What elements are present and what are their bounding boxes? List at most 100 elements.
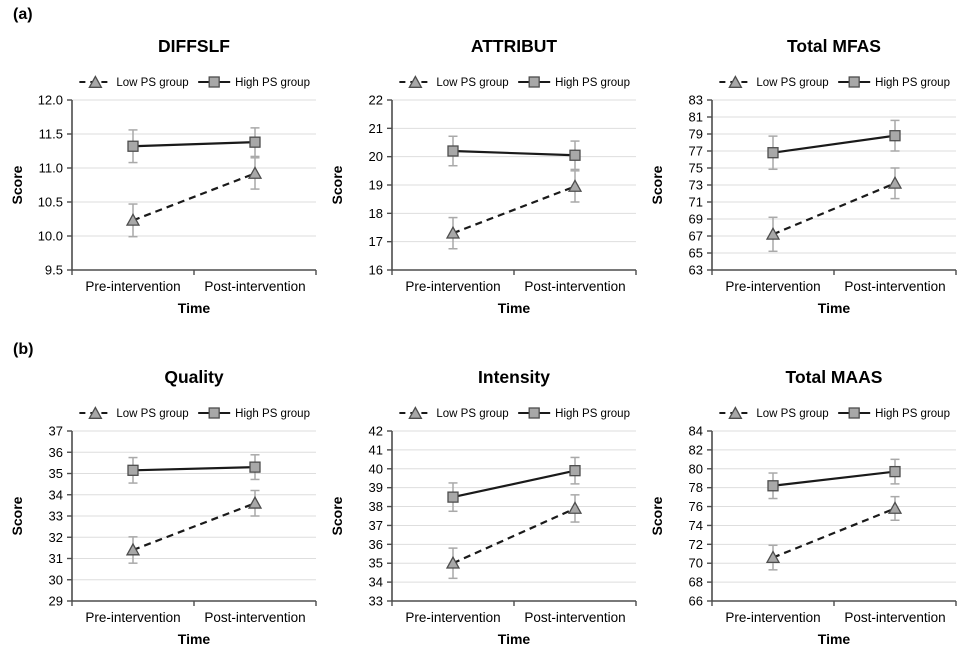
panel-row-b: (b) Quality Low PS group High PS group 29 30… <box>0 331 960 659</box>
chart-diffslf: DIFFSLF Low PS group High PS group 9.5 10.0 1… <box>0 0 320 330</box>
x-axis-title: Time <box>498 300 531 316</box>
y-tick-label: 30 <box>49 572 63 587</box>
chart-total-maas: Total MAAS Low PS group High PS group 66 68 7… <box>640 331 960 659</box>
square-marker <box>208 407 220 419</box>
chart-svg: Total MAAS Low PS group High PS group 66 68 7… <box>649 367 957 647</box>
square-marker <box>528 407 540 419</box>
y-tick-label: 76 <box>689 499 703 514</box>
series-line-solid <box>132 141 256 148</box>
square-marker <box>249 136 261 148</box>
y-tick-label: 68 <box>689 575 703 590</box>
legend-label-low: Low PS group <box>436 408 508 420</box>
y-axis-title: Score <box>649 165 665 204</box>
y-tick-label: 72 <box>689 537 703 552</box>
square-marker <box>249 461 261 473</box>
chart-total-mfas: Total MFAS Low PS group High PS group 63 65 6… <box>640 0 960 330</box>
y-tick-label: 16 <box>369 263 383 278</box>
y-axis-title: Score <box>649 496 665 535</box>
square-marker <box>208 76 220 88</box>
legend-label-low: Low PS group <box>756 77 828 89</box>
y-tick-label: 39 <box>369 480 383 495</box>
series-line-solid <box>132 466 256 472</box>
y-tick-label: 80 <box>689 461 703 476</box>
y-tick-label: 17 <box>369 234 383 249</box>
square-marker <box>127 464 139 476</box>
series-line-dashed <box>452 507 576 565</box>
square-marker <box>127 140 139 152</box>
x-axis-title: Time <box>498 631 531 647</box>
triangle-marker <box>247 495 263 509</box>
y-tick-label: 65 <box>689 246 703 261</box>
x-category-label: Post-intervention <box>844 279 945 294</box>
y-tick-label: 12.0 <box>38 93 63 108</box>
series-line-solid <box>452 149 576 157</box>
series-line-dashed <box>132 502 256 552</box>
y-tick-label: 82 <box>689 442 703 457</box>
square-marker <box>569 149 581 161</box>
chart-svg: Total MFAS Low PS group High PS group 63 65 6… <box>649 36 957 316</box>
y-tick-label: 77 <box>689 144 703 159</box>
square-marker <box>569 465 581 477</box>
x-category-label: Pre-intervention <box>405 279 500 294</box>
y-tick-label: 11.0 <box>39 161 63 176</box>
x-axis-title: Time <box>178 300 211 316</box>
y-tick-label: 10.0 <box>38 229 63 244</box>
chart-legend: Low PS group High PS group <box>719 406 950 420</box>
triangle-marker <box>887 175 903 189</box>
chart-title: Quality <box>164 367 224 387</box>
y-tick-label: 73 <box>689 178 703 193</box>
y-tick-label: 67 <box>689 229 703 244</box>
triangle-marker <box>567 179 583 192</box>
chart-intensity: Intensity Low PS group High PS group 33 34 35… <box>320 331 640 659</box>
y-tick-label: 31 <box>49 551 63 566</box>
triangle-marker <box>88 75 103 88</box>
y-tick-label: 29 <box>49 594 63 609</box>
chart-svg: ATTRIBUT Low PS group High PS group 16 17 18 1… <box>329 36 637 316</box>
triangle-marker <box>765 550 781 564</box>
y-tick-label: 33 <box>49 509 63 524</box>
legend-label-high: High PS group <box>875 77 950 89</box>
triangle-marker <box>728 75 743 88</box>
square-marker <box>447 145 459 157</box>
square-marker <box>767 147 779 159</box>
y-tick-label: 70 <box>689 556 703 571</box>
x-category-label: Post-intervention <box>524 279 625 294</box>
chart-title: Intensity <box>478 367 550 387</box>
y-tick-label: 21 <box>369 121 383 136</box>
x-category-label: Pre-intervention <box>405 610 500 625</box>
y-axis-title: Score <box>329 165 345 204</box>
chart-title: DIFFSLF <box>158 36 230 56</box>
triangle-marker <box>125 542 141 556</box>
chart-legend: Low PS group High PS group <box>79 75 310 89</box>
x-category-label: Pre-intervention <box>725 610 820 625</box>
square-marker <box>767 480 779 492</box>
legend-label-high: High PS group <box>235 77 310 89</box>
triangle-marker <box>408 75 423 88</box>
y-tick-label: 63 <box>689 263 703 278</box>
x-category-label: Post-intervention <box>524 610 625 625</box>
legend-label-high: High PS group <box>555 408 630 420</box>
y-tick-label: 74 <box>689 518 703 533</box>
legend-label-low: Low PS group <box>116 77 188 89</box>
legend-label-high: High PS group <box>875 408 950 420</box>
y-tick-label: 35 <box>49 466 63 481</box>
y-tick-label: 9.5 <box>45 263 63 278</box>
x-axis-title: Time <box>818 300 851 316</box>
legend-label-low: Low PS group <box>116 408 188 420</box>
chart-svg: Quality Low PS group High PS group 29 30 31 32… <box>9 367 317 647</box>
y-tick-label: 36 <box>369 537 383 552</box>
triangle-marker <box>125 213 141 226</box>
y-tick-label: 34 <box>369 575 383 590</box>
legend-label-high: High PS group <box>235 408 310 420</box>
legend-label-low: Low PS group <box>436 77 508 89</box>
y-tick-label: 10.5 <box>38 195 63 210</box>
x-axis-title: Time <box>178 631 211 647</box>
y-axis-title: Score <box>329 496 345 535</box>
y-tick-label: 78 <box>689 480 703 495</box>
y-tick-label: 42 <box>369 424 383 439</box>
y-tick-label: 71 <box>689 195 703 210</box>
panel-row-a: (a) DIFFSLF Low PS group High PS group 9.5 1… <box>0 0 960 330</box>
y-tick-label: 35 <box>369 556 383 571</box>
square-marker <box>447 491 459 503</box>
